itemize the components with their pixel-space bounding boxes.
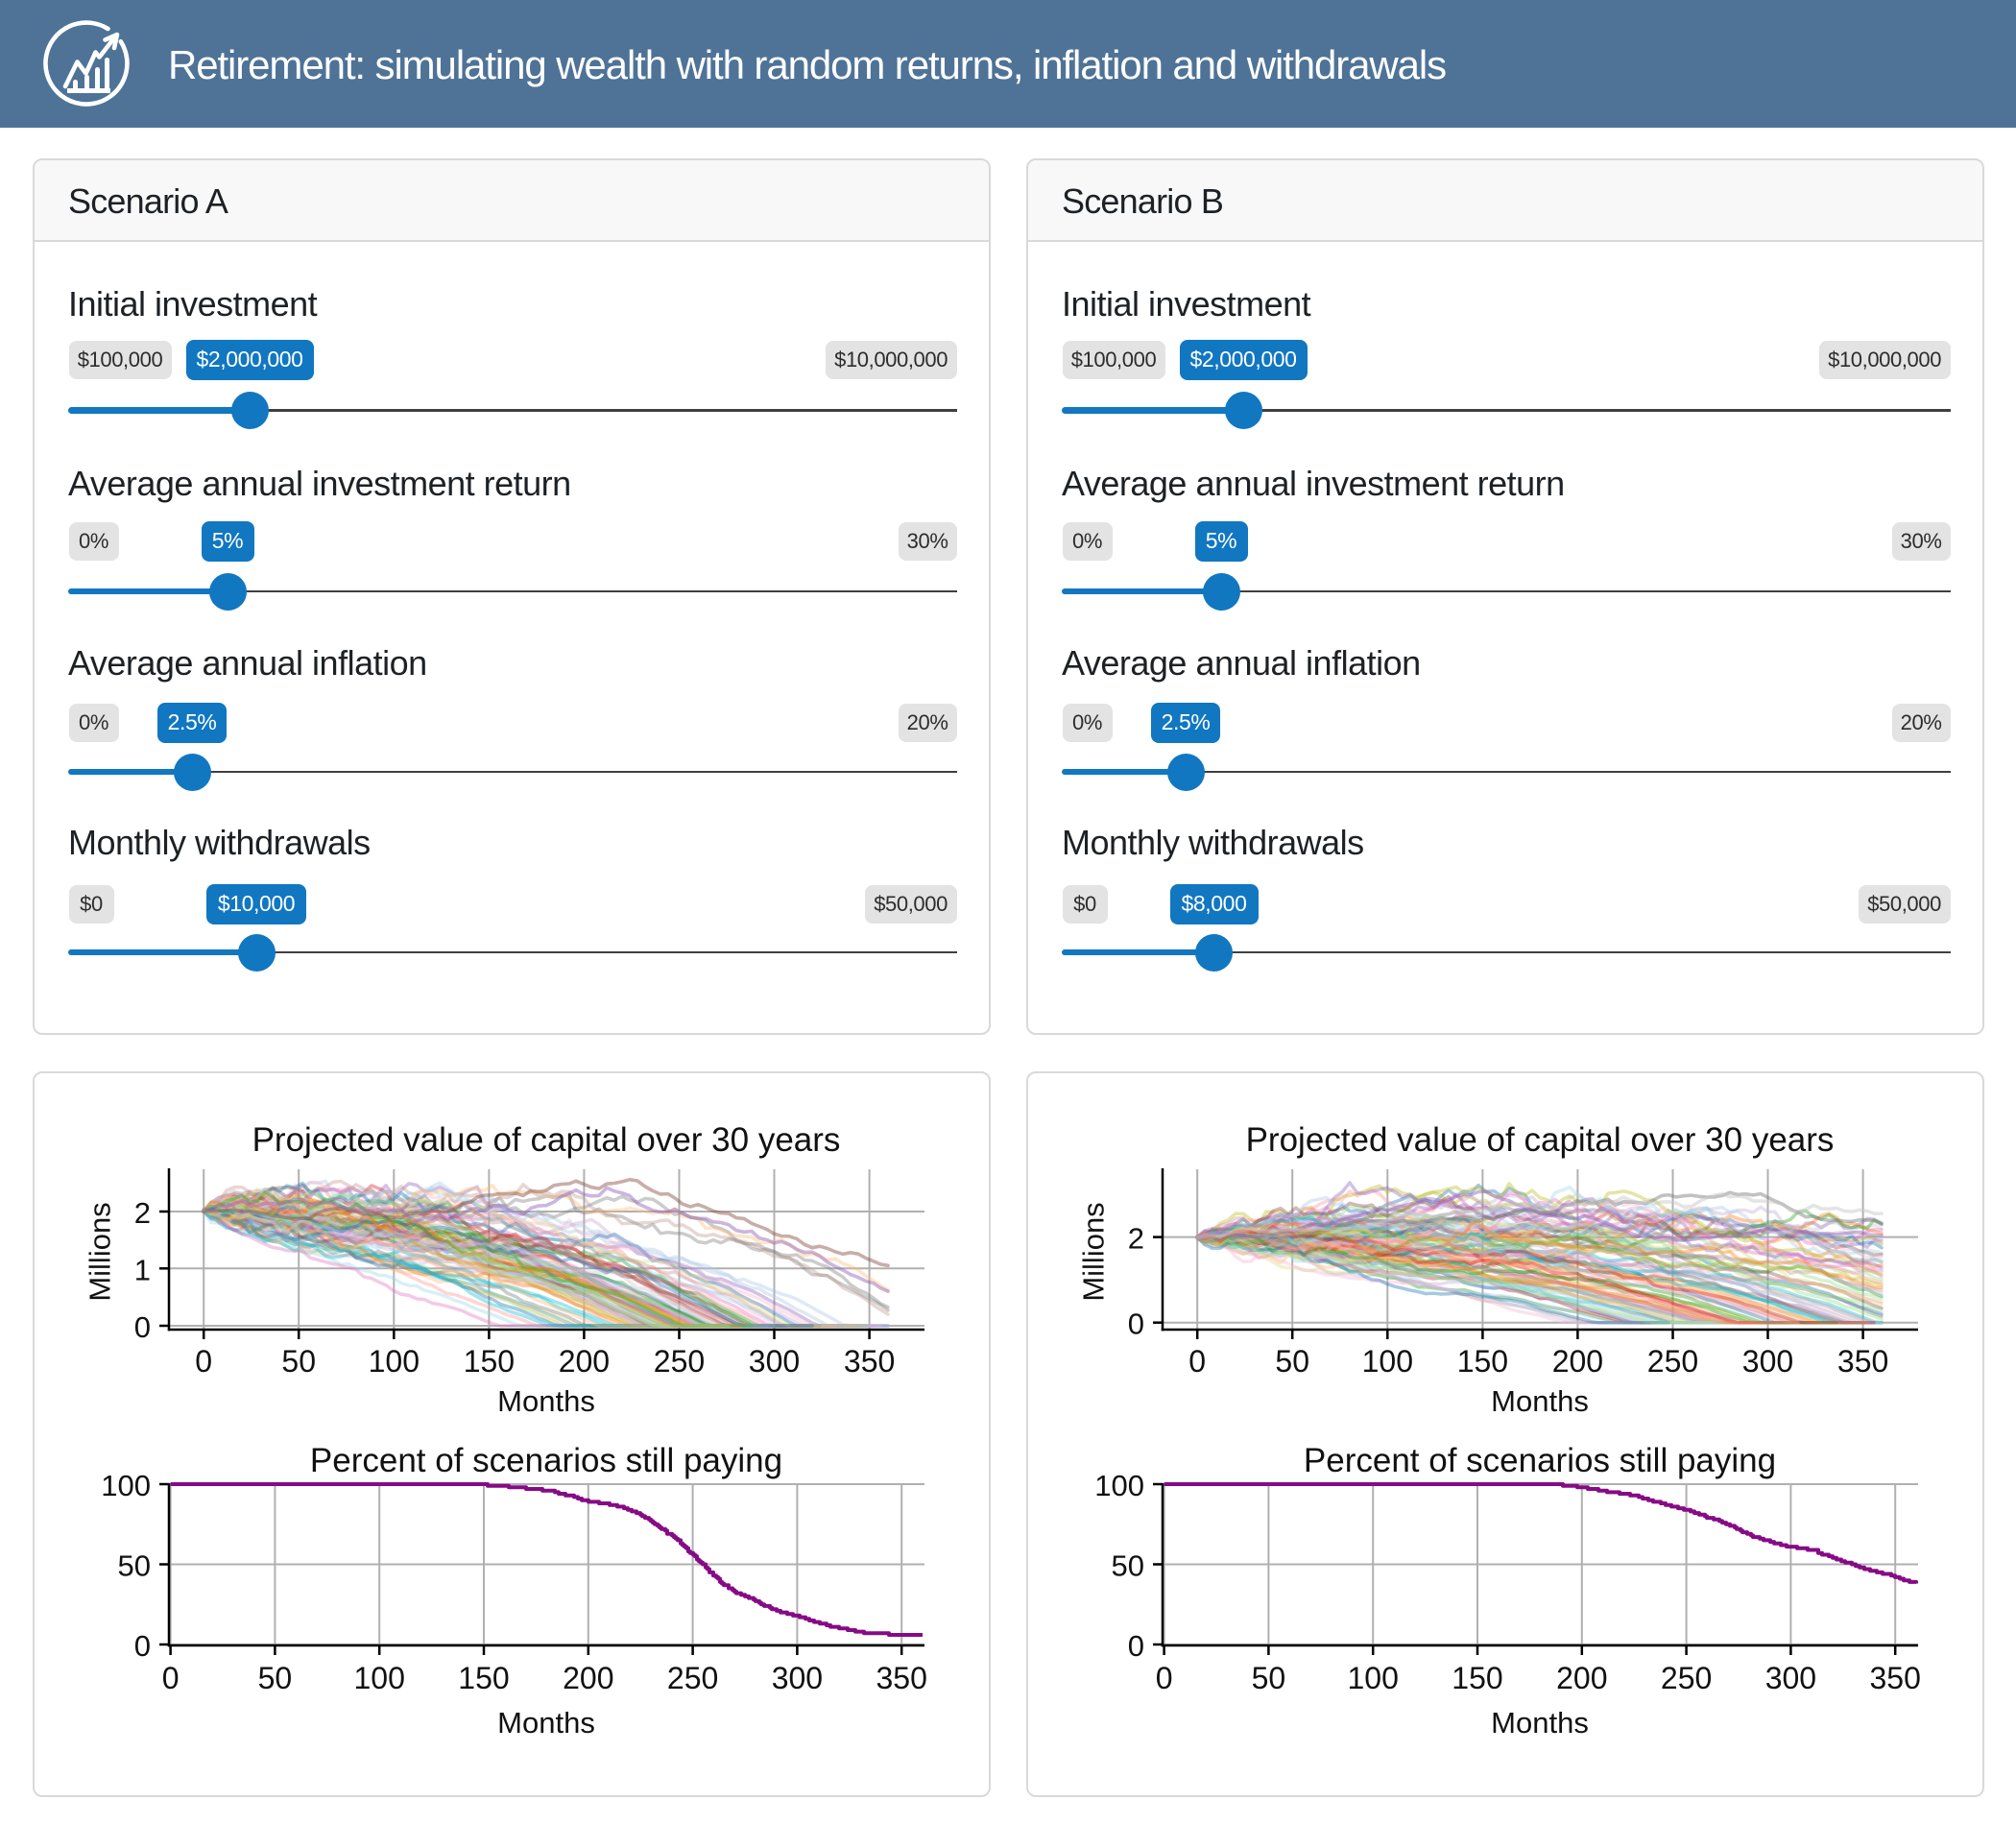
svg-text:100: 100 (101, 1469, 151, 1502)
svg-text:0: 0 (1128, 1308, 1144, 1341)
svg-text:2: 2 (134, 1196, 151, 1230)
svg-text:250: 250 (667, 1661, 718, 1695)
svg-text:350: 350 (876, 1661, 927, 1695)
svg-text:0: 0 (195, 1344, 212, 1379)
svg-text:0: 0 (1188, 1344, 1206, 1379)
svg-text:Months: Months (1491, 1384, 1589, 1418)
svg-text:250: 250 (1661, 1661, 1712, 1695)
svg-text:50: 50 (1252, 1661, 1286, 1695)
svg-text:150: 150 (464, 1344, 515, 1379)
svg-text:Percent of scenarios still pay: Percent of scenarios still paying (1304, 1442, 1776, 1479)
svg-text:300: 300 (749, 1344, 800, 1379)
svg-text:Projected value of capital ove: Projected value of capital over 30 years (252, 1121, 841, 1159)
svg-text:350: 350 (1870, 1661, 1921, 1695)
svg-text:1: 1 (134, 1253, 151, 1286)
svg-text:Percent of scenarios still pay: Percent of scenarios still paying (310, 1442, 782, 1479)
svg-text:300: 300 (772, 1661, 823, 1695)
svg-text:100: 100 (1362, 1344, 1413, 1379)
svg-text:2: 2 (1128, 1222, 1144, 1256)
svg-text:0: 0 (1128, 1629, 1144, 1663)
svg-text:100: 100 (1348, 1661, 1399, 1695)
svg-text:50: 50 (118, 1549, 151, 1583)
svg-text:50: 50 (1275, 1344, 1309, 1379)
svg-text:200: 200 (1552, 1344, 1603, 1379)
svg-text:100: 100 (1094, 1469, 1144, 1502)
svg-text:Millions: Millions (1077, 1202, 1111, 1301)
svg-text:Millions: Millions (84, 1202, 117, 1301)
svg-text:350: 350 (844, 1344, 895, 1379)
svg-text:Months: Months (497, 1384, 595, 1418)
svg-text:0: 0 (1156, 1661, 1173, 1695)
svg-text:Projected value of capital ove: Projected value of capital over 30 years (1246, 1121, 1835, 1159)
svg-text:50: 50 (1112, 1549, 1144, 1583)
svg-text:200: 200 (559, 1344, 610, 1379)
svg-text:Months: Months (1491, 1706, 1589, 1740)
svg-text:50: 50 (281, 1344, 316, 1379)
svg-text:150: 150 (1457, 1344, 1508, 1379)
svg-text:250: 250 (1647, 1344, 1698, 1379)
svg-text:150: 150 (1452, 1661, 1502, 1695)
svg-text:150: 150 (458, 1661, 509, 1695)
svg-text:0: 0 (134, 1310, 151, 1344)
svg-text:100: 100 (354, 1661, 405, 1695)
svg-text:350: 350 (1837, 1344, 1888, 1379)
svg-text:0: 0 (162, 1661, 180, 1695)
svg-text:50: 50 (258, 1661, 293, 1695)
svg-text:300: 300 (1742, 1344, 1793, 1379)
svg-text:100: 100 (369, 1344, 420, 1379)
svg-text:250: 250 (654, 1344, 705, 1379)
svg-text:300: 300 (1765, 1661, 1816, 1695)
svg-text:0: 0 (134, 1629, 151, 1663)
svg-text:200: 200 (563, 1661, 613, 1695)
svg-text:200: 200 (1556, 1661, 1607, 1695)
svg-text:Months: Months (497, 1706, 595, 1740)
